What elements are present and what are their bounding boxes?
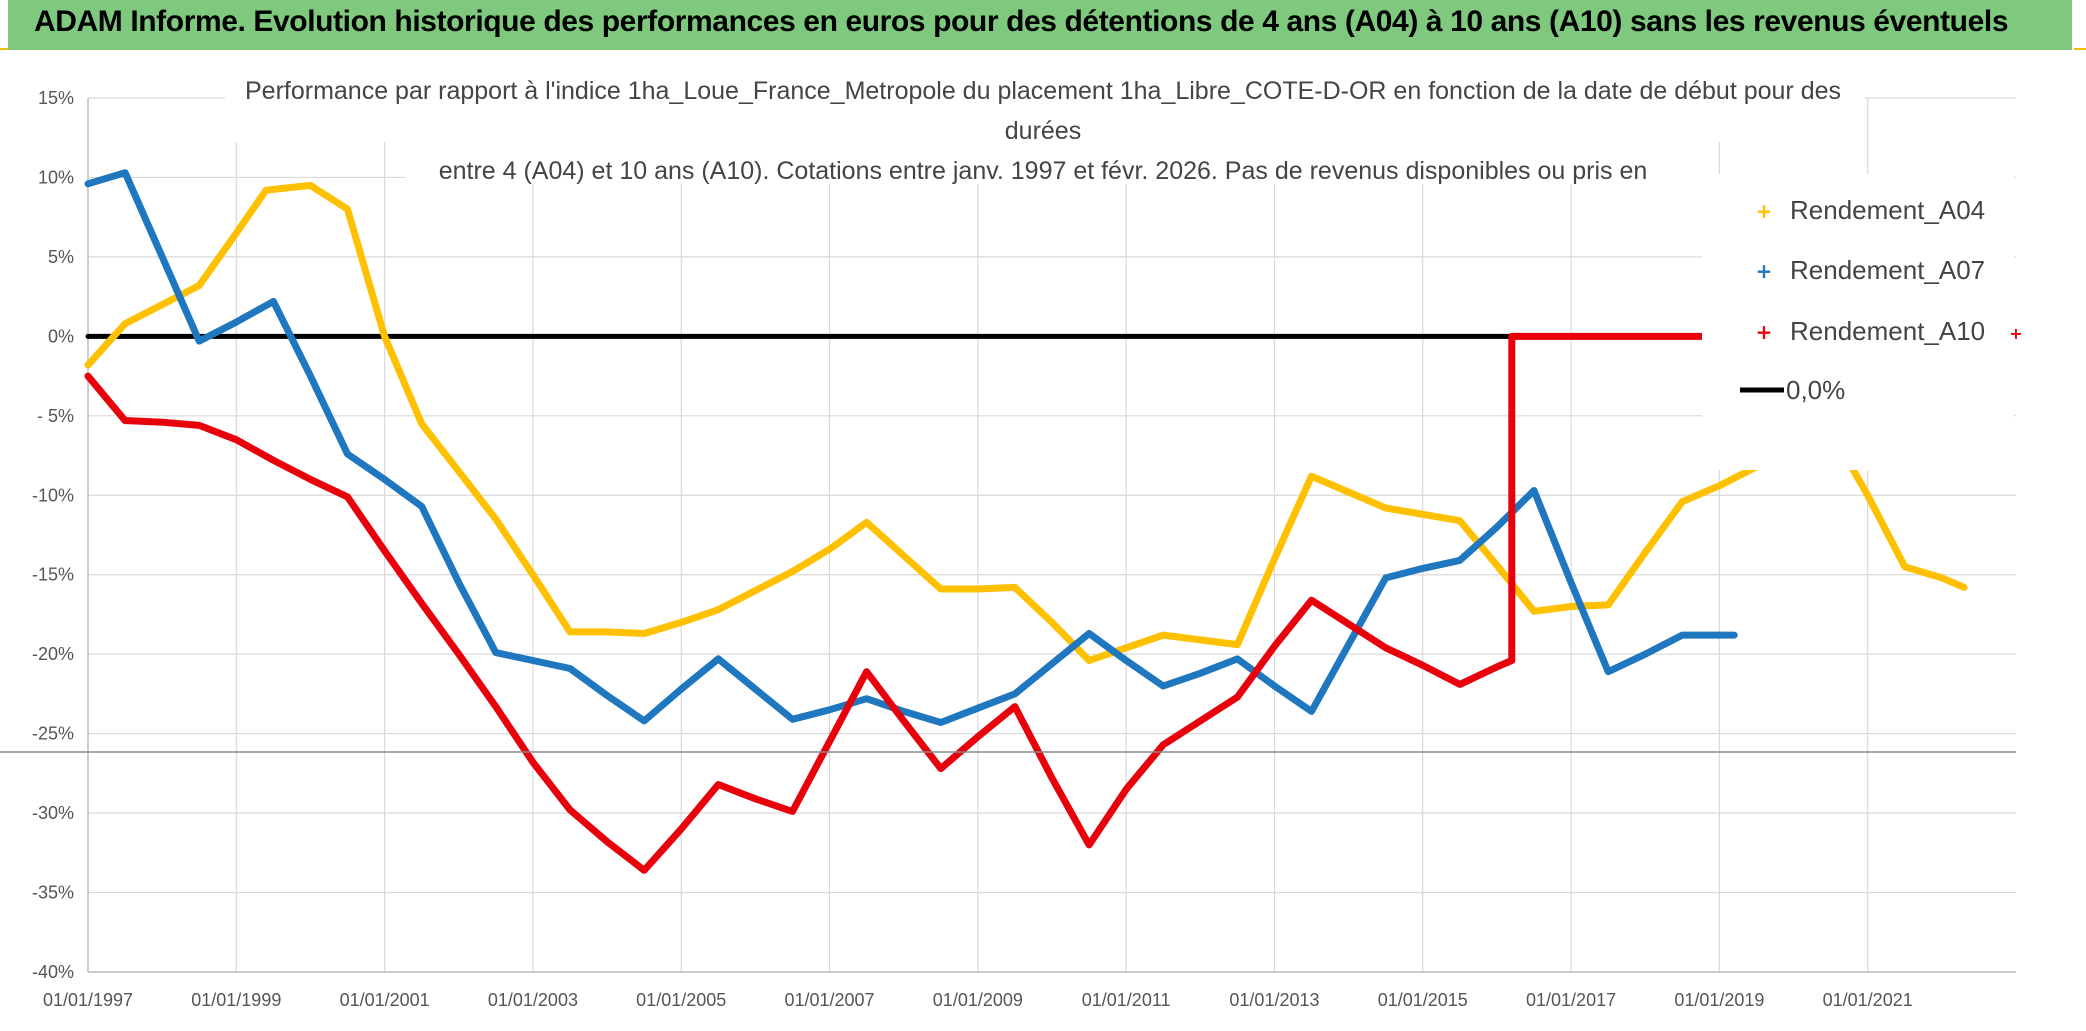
series-line	[84, 181, 1968, 664]
y-tick-label: -10%	[32, 485, 74, 505]
subtitle-line: Performance par rapport à l'indice 1ha_L…	[245, 77, 1841, 105]
y-tick-label: 0%	[48, 326, 74, 346]
chart-subtitle: Performance par rapport à l'indice 1ha_L…	[225, 62, 1865, 185]
subtitle-line: durées	[1005, 117, 1081, 145]
legend-label: 0,0%	[1786, 375, 1845, 405]
legend-marker: +	[1756, 320, 1773, 344]
x-tick-label: 01/01/2005	[636, 990, 726, 1010]
subtitle-bg	[225, 62, 1865, 142]
y-tick-label: -35%	[32, 883, 74, 903]
x-tick-label: 01/01/2003	[488, 990, 578, 1010]
series-line	[84, 169, 1738, 726]
line-chart: 15% 10% 5% 0% - 5% -10% -15% -20% -25% -30% -35% -4…	[0, 50, 2086, 1031]
y-tick-label: -25%	[32, 724, 74, 744]
x-tick-label: 01/01/1997	[43, 990, 133, 1010]
x-tick-label: 01/01/2009	[933, 990, 1023, 1010]
series-group	[84, 169, 1968, 874]
series-Rendement_A04	[84, 181, 1968, 664]
x-tick-label: 01/01/2015	[1378, 990, 1468, 1010]
legend-marker: +	[1756, 199, 1773, 223]
x-tick-label: 01/01/2007	[784, 990, 874, 1010]
legend-label: Rendement_A10	[1790, 316, 1985, 346]
series-Rendement_A07	[84, 169, 1738, 726]
legend: + Rendement_A04 + Rendement_A07 + Rendement_A…	[1702, 174, 2023, 470]
series-Rendement_A10	[84, 332, 1723, 874]
x-tick-label: 01/01/2011	[1082, 990, 1171, 1010]
x-tick-label: 01/01/2021	[1823, 990, 1913, 1010]
y-tick-label: 5%	[48, 247, 74, 267]
x-axis: 01/01/1997 01/01/1999 01/01/2001 01/01/2003…	[43, 990, 1913, 1010]
x-tick-label: 01/01/2019	[1674, 990, 1764, 1010]
y-tick-label: -40%	[32, 962, 74, 982]
y-tick-label: 10%	[38, 167, 74, 187]
y-axis: 15% 10% 5% 0% - 5% -10% -15% -20% -25% -30% -35% -4…	[32, 88, 74, 982]
x-tick-label: 01/01/2017	[1526, 990, 1616, 1010]
x-tick-label: 01/01/1999	[191, 990, 281, 1010]
title-banner: ADAM Informe. Evolution historique des p…	[8, 0, 2072, 50]
y-tick-label: - 5%	[37, 406, 74, 426]
y-tick-label: -20%	[32, 644, 74, 664]
subtitle-line: entre 4 (A04) et 10 ans (A10). Cotations…	[439, 157, 1648, 185]
x-tick-label: 01/01/2013	[1229, 990, 1319, 1010]
legend-label: Rendement_A04	[1790, 195, 1985, 225]
y-tick-label: 15%	[38, 88, 74, 108]
legend-label: Rendement_A07	[1790, 255, 1985, 285]
report-title: ADAM Informe. Evolution historique des p…	[34, 5, 2009, 38]
subtitle-bg	[405, 142, 1705, 184]
legend-overflow-marker: +	[2009, 324, 2022, 343]
y-tick-label: -15%	[32, 565, 74, 585]
y-tick-label: -30%	[32, 803, 74, 823]
legend-marker: +	[1756, 259, 1773, 283]
x-tick-label: 01/01/2001	[340, 990, 430, 1010]
series-line	[84, 332, 1723, 874]
legend-bg	[1702, 174, 2014, 470]
